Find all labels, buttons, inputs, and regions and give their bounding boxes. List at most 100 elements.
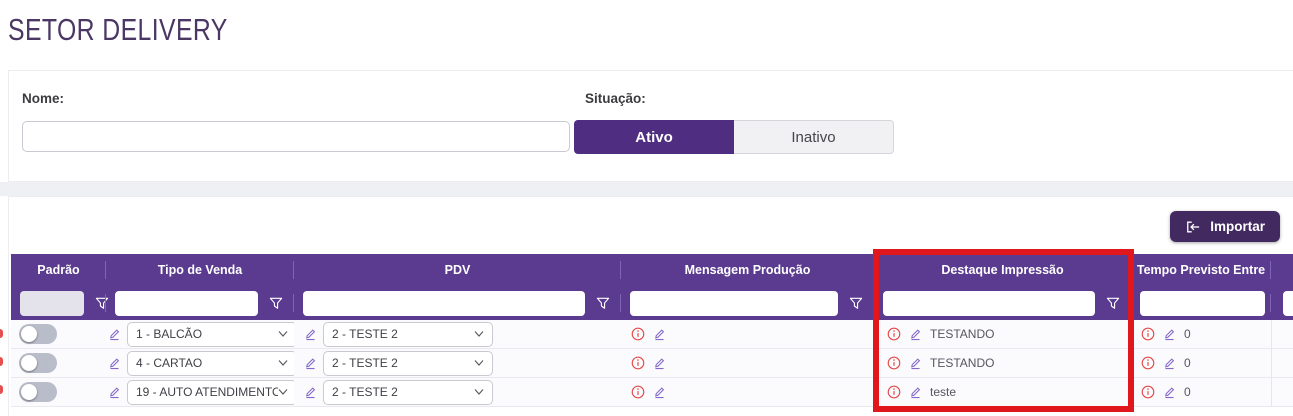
cell-mensagem-producao [621,320,874,348]
info-icon[interactable] [631,327,645,341]
info-icon[interactable] [631,385,645,399]
info-icon[interactable] [887,356,901,370]
cell-tipo-de-venda: 19 - AUTO ATENDIMENTO [106,378,294,406]
tipo-de-venda-value: 1 - BALCÃO [136,327,203,341]
column-header-label: Destaque Impressão [941,263,1064,277]
edit-icon[interactable] [653,385,666,399]
filter-funnel-button[interactable] [838,296,874,311]
edit-icon[interactable] [304,327,317,341]
nome-input[interactable] [22,121,570,152]
grid-header-row: Padrão Tipo de Venda PDV Mensagem Produção D… [11,254,1293,286]
table-row: 4 - CARTAO 2 - TESTE 2 TESTANDO 0 [11,349,1293,378]
filter-funnel-button[interactable] [258,296,294,311]
situacao-toggle-group: Ativo Inativo [574,120,894,154]
info-icon[interactable] [1141,327,1155,341]
column-header-label: Padrão [37,263,80,277]
info-icon[interactable] [1141,385,1155,399]
edit-icon[interactable] [653,327,666,341]
filter-input-tipo[interactable] [115,290,258,316]
edit-icon[interactable] [304,385,317,399]
filter-cell-pdv [294,286,621,320]
filter-cell-destaque [874,286,1131,320]
cutoff-info-icon [0,357,3,366]
pdv-select[interactable]: 2 - TESTE 2 [323,350,493,376]
edit-icon[interactable] [1163,356,1176,370]
info-icon[interactable] [1141,356,1155,370]
filter-funnel-button[interactable] [1095,296,1131,311]
funnel-icon [596,297,610,310]
column-header-pdv: PDV [294,254,621,286]
filter-input-pdv[interactable] [303,290,585,316]
cell-extra [1271,378,1293,406]
chevron-down-icon [474,331,484,337]
filter-cell-mensagem [621,286,874,320]
column-header-tempo: Tempo Previsto Entre [1131,254,1271,286]
toggle-knob [21,384,37,400]
funnel-icon [95,297,109,310]
edit-icon[interactable] [108,385,121,399]
cell-tempo-previsto: 0 [1131,349,1271,377]
grid-body: 1 - BALCÃO 2 - TESTE 2 TESTANDO 0 4 - CARTAO… [11,320,1293,407]
filter-input-destaque[interactable] [883,290,1095,316]
filter-input-mensagem[interactable] [630,290,838,316]
importar-button[interactable]: Importar [1170,211,1280,242]
edit-icon[interactable] [304,356,317,370]
padrao-toggle[interactable] [19,324,57,344]
chevron-down-icon [278,389,288,395]
importar-button-label: Importar [1210,219,1265,234]
filter-funnel-button[interactable] [585,296,621,311]
tipo-de-venda-select[interactable]: 4 - CARTAO [127,350,294,376]
filter-input-extra[interactable] [1283,290,1293,316]
filter-cell-extra [1271,286,1293,320]
grid-filter-row [11,286,1293,320]
data-grid: Padrão Tipo de Venda PDV Mensagem Produção D… [11,254,1293,407]
edit-icon[interactable] [653,356,666,370]
edit-icon[interactable] [909,385,922,399]
info-icon[interactable] [887,327,901,341]
cell-destaque-impressao: teste [874,378,1131,406]
column-header-extra [1271,254,1293,286]
edit-icon[interactable] [909,356,922,370]
filter-input-tempo[interactable] [1140,290,1265,316]
cell-padrao [11,320,106,348]
cell-extra [1271,320,1293,348]
filter-funnel-button[interactable] [84,296,120,311]
edit-icon[interactable] [108,327,121,341]
column-header-padrao: Padrão [11,254,106,286]
pdv-value: 2 - TESTE 2 [332,356,398,370]
edit-icon[interactable] [909,327,922,341]
cell-pdv: 2 - TESTE 2 [294,349,621,377]
info-icon[interactable] [631,356,645,370]
cell-destaque-impressao: TESTANDO [874,320,1131,348]
padrao-toggle[interactable] [19,353,57,373]
funnel-icon [849,297,863,310]
destaque-impressao-value: TESTANDO [930,356,995,370]
tipo-de-venda-select[interactable]: 19 - AUTO ATENDIMENTO [127,379,294,405]
cell-extra [1271,349,1293,377]
padrao-toggle[interactable] [19,382,57,402]
table-row: 1 - BALCÃO 2 - TESTE 2 TESTANDO 0 [11,320,1293,349]
info-icon[interactable] [887,385,901,399]
edit-icon[interactable] [1163,327,1176,341]
column-header-destaque: Destaque Impressão [874,254,1131,286]
destaque-impressao-value: teste [930,385,957,399]
toggle-knob [21,326,37,342]
column-header-label: Mensagem Produção [684,263,811,277]
pdv-select[interactable]: 2 - TESTE 2 [323,379,493,405]
nome-label: Nome: [22,91,65,106]
column-header-label: Tempo Previsto Entre [1136,263,1266,277]
situacao-label: Situação: [585,91,646,106]
filter-input-padrao [20,290,84,316]
tipo-de-venda-select[interactable]: 1 - BALCÃO [127,321,294,347]
situacao-ativo-button[interactable]: Ativo [574,120,734,154]
pdv-select[interactable]: 2 - TESTE 2 [323,321,493,347]
column-header-label: Tipo de Venda [157,263,243,277]
chevron-down-icon [278,331,288,337]
situacao-inativo-button[interactable]: Inativo [734,120,894,154]
edit-icon[interactable] [108,356,121,370]
page-title: SETOR DELIVERY [8,12,228,47]
pdv-value: 2 - TESTE 2 [332,327,398,341]
destaque-impressao-value: TESTANDO [930,327,995,341]
edit-icon[interactable] [1163,385,1176,399]
